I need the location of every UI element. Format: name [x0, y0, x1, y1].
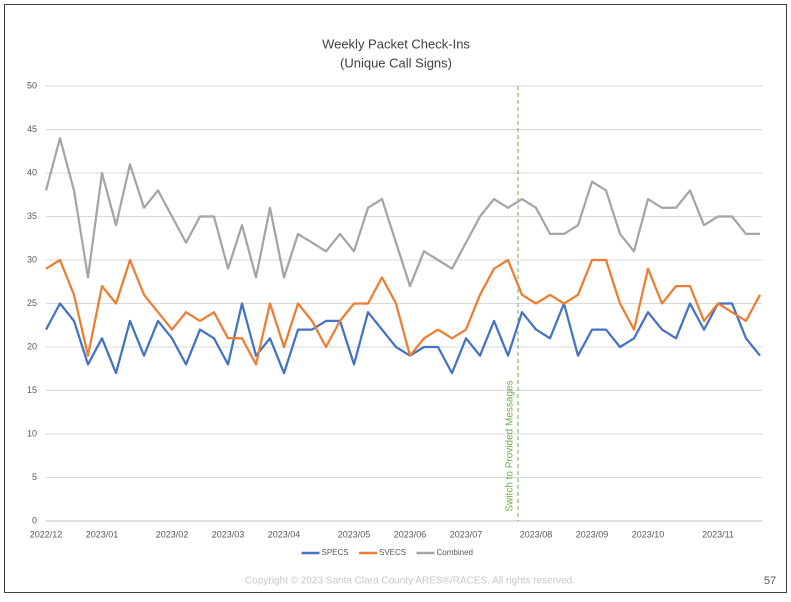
- legend-label: SPECS: [322, 548, 349, 557]
- footer: Copyright © 2023 Santa Clara County ARES…: [245, 576, 575, 587]
- y-tick-label: 20: [27, 341, 37, 351]
- x-tick-label: 2022/12: [30, 529, 63, 539]
- y-tick-label: 35: [27, 211, 37, 221]
- page-number: 57: [764, 575, 776, 587]
- series-line: [45, 302, 761, 375]
- x-tick-label: 2023/05: [338, 529, 371, 539]
- x-tick-label: 2023/09: [576, 529, 609, 539]
- x-tick-label: 2023/08: [520, 529, 553, 539]
- legend-label: Combined: [437, 548, 473, 557]
- x-tick-label: 2023/01: [86, 529, 119, 539]
- y-tick-label: 45: [27, 124, 37, 134]
- x-tick-label: 2023/04: [268, 529, 301, 539]
- y-tick-label: 40: [27, 167, 37, 177]
- annotation-text: Switch to Provided Messages: [505, 380, 516, 511]
- y-tick-label: 30: [27, 254, 37, 264]
- y-tick-label: 25: [27, 298, 37, 308]
- x-tick-label: 2023/03: [212, 529, 245, 539]
- series-line: [45, 258, 761, 366]
- chart-subtitle: (Unique Call Signs): [340, 55, 452, 70]
- series-line: [44, 137, 760, 288]
- x-tick-label: 2023/07: [450, 529, 483, 539]
- chart-title: Weekly Packet Check-Ins: [322, 36, 470, 51]
- legend-label: SVECS: [379, 548, 406, 557]
- y-tick-label: 50: [27, 80, 37, 90]
- x-tick-label: 2023/02: [156, 529, 189, 539]
- x-tick-label: 2023/06: [394, 529, 427, 539]
- x-tick-label: 2023/10: [632, 529, 665, 539]
- x-tick-label: 2023/11: [702, 529, 734, 539]
- y-tick-label: 0: [32, 515, 37, 525]
- y-tick-label: 10: [27, 428, 37, 438]
- slide-border: [4, 4, 787, 593]
- y-tick-label: 15: [27, 385, 37, 395]
- y-tick-label: 5: [32, 472, 37, 482]
